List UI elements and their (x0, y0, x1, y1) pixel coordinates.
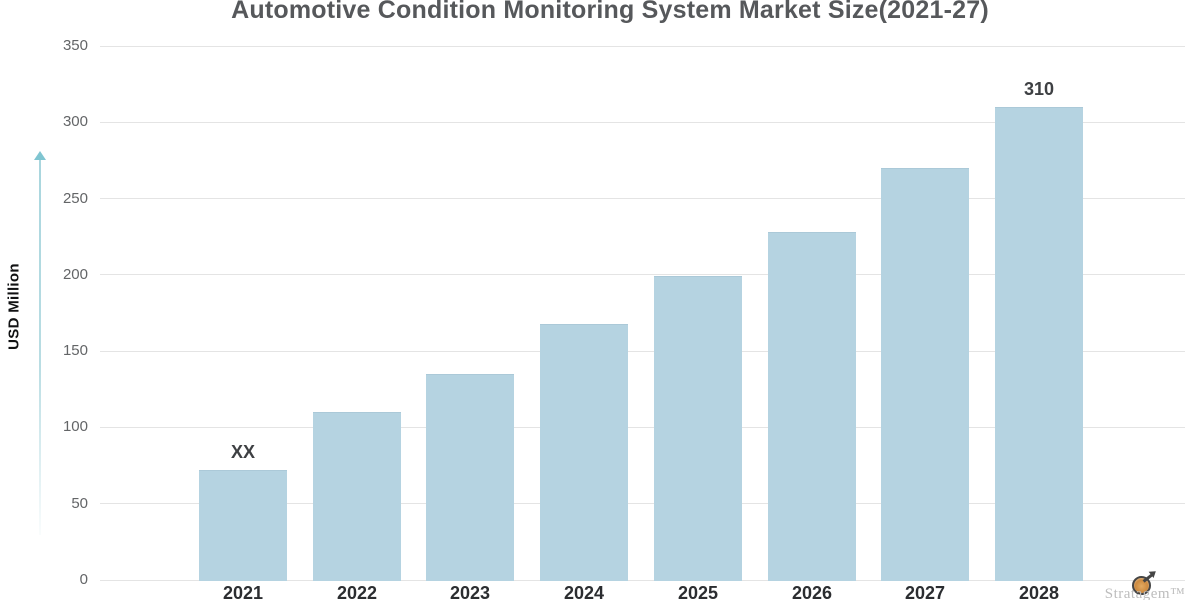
y-tick-label: 150 (62, 342, 88, 360)
bar (199, 470, 287, 581)
arrow-up-icon (34, 151, 46, 160)
x-tick-label: 2023 (449, 583, 491, 600)
bar (654, 276, 742, 581)
x-tick-label: 2021 (222, 583, 264, 600)
bar (768, 232, 856, 581)
y-axis-arrow-line (39, 160, 41, 535)
y-tick-label: 300 (62, 113, 88, 131)
x-tick-label: 2025 (677, 583, 719, 600)
brand-watermark: Stratagem™ (1095, 568, 1200, 600)
gridline (100, 350, 1185, 352)
bar (313, 412, 401, 581)
x-tick-label: 2027 (904, 583, 946, 600)
y-tick-label: 350 (62, 37, 88, 54)
x-tick-label: 2024 (563, 583, 605, 600)
gridline (100, 426, 1185, 428)
dart-circle (1132, 576, 1151, 595)
bar (995, 107, 1083, 581)
y-tick-label: 0 (79, 571, 88, 588)
y-tick-label: 250 (62, 189, 88, 207)
x-tick-label: 2028 (1018, 583, 1060, 600)
y-axis-title: USD Million (5, 263, 23, 350)
x-tick-label: 2026 (791, 583, 833, 600)
chart-title: Automotive Condition Monitoring System M… (231, 0, 989, 24)
bar (540, 324, 628, 581)
x-tick-label: 2022 (336, 583, 378, 600)
y-tick-label: 100 (62, 418, 88, 436)
brand-name: Stratagem™ (1104, 586, 1186, 600)
bar-value-label: XX (230, 442, 255, 462)
y-tick-label: 50 (71, 494, 88, 512)
y-tick-label: 200 (62, 265, 88, 283)
gridline (100, 121, 1185, 123)
bar (426, 374, 514, 581)
dart-circle-icon (1131, 570, 1155, 595)
gridline (100, 503, 1185, 505)
gridline (100, 579, 1185, 581)
gridline (100, 274, 1185, 276)
bar (881, 168, 969, 581)
bar-value-label: 310 (1023, 79, 1055, 99)
gridline (100, 45, 1185, 47)
gridline (100, 198, 1185, 200)
